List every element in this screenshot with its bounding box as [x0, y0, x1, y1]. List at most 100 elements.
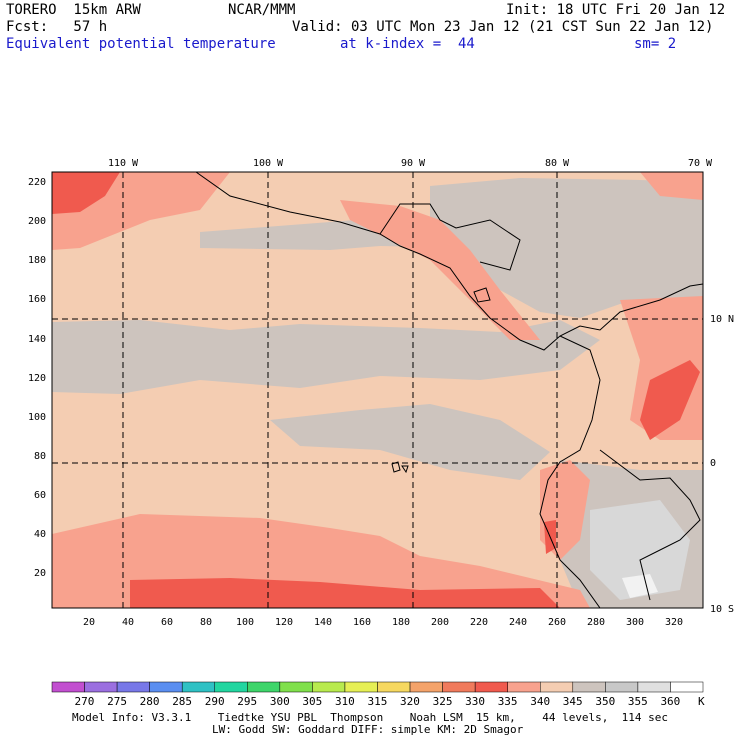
- x-tick-label: 220: [470, 617, 488, 628]
- x-axis-ticks: 20 40 60 80 100 120 140 160 180 200 220 …: [83, 617, 683, 628]
- lat-label: 10 N: [710, 314, 734, 325]
- colorbar-swatch: [312, 681, 346, 693]
- y-axis-ticks: 220 200 180 160 140 120 100 80 60 40 20: [28, 177, 46, 579]
- smoothing-label: sm= 2: [634, 36, 677, 52]
- y-tick-label: 80: [34, 451, 46, 462]
- coastline-south-america: [539, 335, 601, 608]
- x-tick-label: 20: [83, 617, 95, 628]
- gray-land-north: [430, 178, 703, 318]
- gray-band-mid: [52, 320, 600, 394]
- colorbar-swatch: [51, 681, 85, 693]
- x-tick-label: 200: [431, 617, 449, 628]
- colorbar-swatch: [670, 681, 704, 693]
- y-tick-label: 40: [34, 529, 46, 540]
- y-tick-label: 140: [28, 334, 46, 345]
- lon-label: 90 W: [401, 158, 426, 169]
- colorbar-level-label: 280: [139, 695, 160, 708]
- red-colombia: [640, 360, 700, 440]
- colorbar-swatch: [637, 681, 671, 693]
- y-tick-label: 20: [34, 568, 46, 579]
- colorbar-level-label: 295: [237, 695, 258, 708]
- valid-time: Valid: 03 UTC Mon 23 Jan 12 (21 CST Sun …: [292, 19, 714, 35]
- colorbar-swatch: [507, 681, 541, 693]
- lon-label: 70 W: [688, 158, 713, 169]
- lon-label: 100 W: [253, 158, 284, 169]
- colorbar-level-label: 355: [627, 695, 648, 708]
- colorbar-level-label: 285: [172, 695, 193, 708]
- lat-labels: 10 N 0 10 S: [710, 314, 734, 615]
- colorbar-level-label: 350: [595, 695, 616, 708]
- colorbar-level-label: 275: [107, 695, 127, 708]
- x-tick-label: 300: [626, 617, 644, 628]
- coral-central-america: [340, 200, 540, 340]
- colorbar-swatch: [116, 681, 150, 693]
- y-tick-label: 220: [28, 177, 46, 188]
- y-tick-label: 200: [28, 216, 46, 227]
- colorbar-swatch: [377, 681, 411, 693]
- lon-labels: 110 W 100 W 90 W 80 W 70 W: [108, 158, 713, 169]
- colorbar-level-label: 340: [530, 695, 551, 708]
- colorbar-swatches: [51, 681, 704, 693]
- colorbar-level-label: 320: [400, 695, 420, 708]
- gray-band-lower: [270, 404, 550, 480]
- x-tick-label: 280: [587, 617, 605, 628]
- org-label: NCAR/MMM: [228, 2, 296, 18]
- lat-label: 0: [710, 458, 716, 469]
- colorbar-swatch: [149, 681, 183, 693]
- y-tick-label: 60: [34, 490, 46, 501]
- colorbar-level-label: 305: [302, 695, 323, 708]
- field-name: Equivalent potential temperature: [6, 36, 276, 52]
- colorbar-level-label: 360: [660, 695, 681, 708]
- physics-info: LW: Godd SW: Goddard DIFF: simple KM: 2D…: [212, 723, 524, 736]
- colorbar-swatch: [540, 681, 574, 693]
- colorbar-swatch: [214, 681, 248, 693]
- x-tick-label: 180: [392, 617, 410, 628]
- colorbar-swatch: [344, 681, 378, 693]
- map-frame: [51, 171, 704, 609]
- y-tick-label: 160: [28, 294, 46, 305]
- lake-nicaragua: [473, 287, 491, 303]
- init-time: Init: 18 UTC Fri 20 Jan 12: [506, 2, 726, 18]
- red-nw: [52, 172, 120, 214]
- colorbar-swatch: [572, 681, 606, 693]
- map-field: [52, 172, 703, 608]
- y-tick-label: 120: [28, 373, 46, 384]
- coastline-mexico: [195, 172, 703, 351]
- colorbar-level-label: 315: [367, 695, 388, 708]
- colorbar-units: K: [698, 695, 705, 708]
- level-label: at k-index = 44: [340, 36, 475, 52]
- x-tick-label: 40: [122, 617, 134, 628]
- white-patch: [622, 574, 658, 598]
- colorbar-level-label: 290: [204, 695, 225, 708]
- x-tick-label: 260: [548, 617, 566, 628]
- colorbar-swatch: [279, 681, 313, 693]
- x-tick-label: 240: [509, 617, 527, 628]
- red-south-band: [130, 578, 560, 608]
- x-tick-label: 320: [665, 617, 683, 628]
- colorbar-level-label: 300: [269, 695, 290, 708]
- coral-ne: [640, 172, 703, 200]
- coastlines: [195, 172, 703, 608]
- border-andes: [599, 449, 701, 601]
- colorbar-level-label: 310: [334, 695, 355, 708]
- lat-label: 10 S: [710, 604, 734, 615]
- model-info: Model Info: V3.3.1 Tiedtke YSU PBL Thomp…: [72, 711, 669, 724]
- y-tick-label: 100: [28, 412, 46, 423]
- x-tick-label: 160: [353, 617, 371, 628]
- colorbar-level-label: 270: [74, 695, 95, 708]
- y-tick-label: 180: [28, 255, 46, 266]
- colorbar-level-label: 335: [497, 695, 518, 708]
- lat-lon-grid: [52, 172, 703, 608]
- colorbar-level-label: 345: [562, 695, 583, 708]
- colorbar-level-label: 330: [465, 695, 486, 708]
- x-tick-label: 60: [161, 617, 173, 628]
- colorbar-swatch: [474, 681, 508, 693]
- x-tick-label: 80: [200, 617, 212, 628]
- x-tick-label: 140: [314, 617, 332, 628]
- colorbar-swatch: [181, 681, 215, 693]
- light-gray-andes: [590, 500, 690, 600]
- colorbar-swatch: [247, 681, 281, 693]
- model-title: TORERO 15km ARW: [6, 2, 141, 18]
- x-tick-label: 120: [275, 617, 293, 628]
